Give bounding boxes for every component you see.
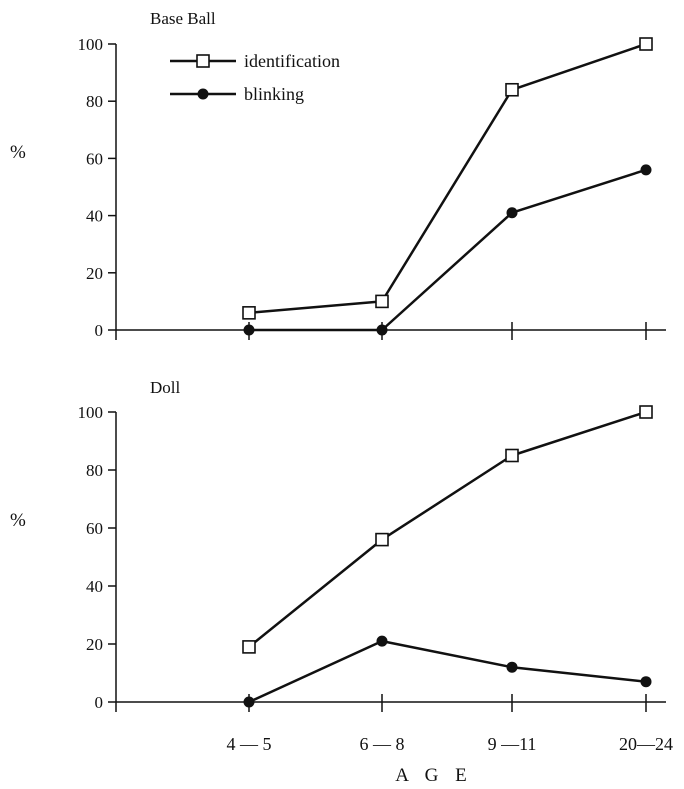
- chart-doll: Doll % 0 20 40 60 80 100 4 — 5 6 — 8 9 —11 20—24…: [10, 378, 673, 786]
- data-point-blinking: [640, 164, 652, 176]
- chart-title: Base Ball: [150, 9, 216, 28]
- legend-identification-label: identification: [244, 51, 340, 71]
- data-point-blinking: [506, 207, 518, 219]
- y-tick-label: 100: [78, 35, 104, 54]
- y-tick-label: 20: [86, 264, 103, 283]
- series-line-blinking: [249, 168, 647, 332]
- chart-title: Doll: [150, 378, 181, 397]
- x-tick-label: 6 — 8: [360, 734, 405, 754]
- x-tick-label: 20—24: [619, 734, 673, 754]
- axes: 0 20 40 60 80 100: [78, 35, 666, 340]
- chart-base-ball: Base Ball % 0 20 40 60 80 100 identification …: [10, 9, 666, 340]
- y-tick-label: 0: [95, 321, 104, 340]
- legend: identification blinking: [170, 51, 340, 104]
- series-layer: [242, 37, 653, 336]
- data-point-identification: [505, 82, 519, 97]
- y-tick-label: 40: [86, 577, 103, 596]
- data-point-identification: [639, 37, 653, 51]
- y-tick-label: 60: [86, 149, 103, 168]
- y-tick-label: 60: [86, 519, 103, 538]
- data-point-blinking: [376, 635, 388, 647]
- y-tick-label: 0: [95, 693, 104, 712]
- series-layer: [242, 405, 653, 708]
- data-point-identification: [505, 448, 519, 463]
- legend-identification-marker: [196, 54, 210, 68]
- y-tick-label: 100: [78, 403, 104, 422]
- series-line-blinking: [248, 639, 647, 704]
- axes: 0 20 40 60 80 100: [78, 403, 666, 712]
- data-point-identification: [242, 306, 256, 320]
- legend-blinking-label: blinking: [244, 84, 304, 104]
- data-point-identification: [375, 294, 389, 309]
- data-point-identification: [242, 640, 256, 654]
- y-axis-label: %: [10, 142, 26, 163]
- x-axis-label: A G E: [395, 765, 473, 786]
- data-point-blinking: [376, 324, 388, 336]
- x-tick-labels: 4 — 5 6 — 8 9 —11 20—24: [227, 734, 674, 754]
- legend-blinking-marker: [197, 88, 209, 100]
- data-point-blinking: [243, 324, 255, 336]
- y-tick-label: 80: [86, 92, 103, 111]
- data-point-identification: [639, 405, 653, 419]
- y-tick-label: 40: [86, 207, 103, 226]
- data-point-blinking: [640, 676, 652, 688]
- data-point-identification: [375, 532, 389, 547]
- y-tick-label: 80: [86, 461, 103, 480]
- y-tick-label: 20: [86, 635, 103, 654]
- x-tick-label: 4 — 5: [227, 734, 272, 754]
- series-line-identification: [248, 410, 647, 648]
- x-tick-label: 9 —11: [488, 734, 537, 754]
- y-axis-label: %: [10, 510, 26, 531]
- data-point-blinking: [506, 661, 518, 673]
- series-line-identification: [248, 42, 647, 315]
- data-point-blinking: [243, 696, 255, 708]
